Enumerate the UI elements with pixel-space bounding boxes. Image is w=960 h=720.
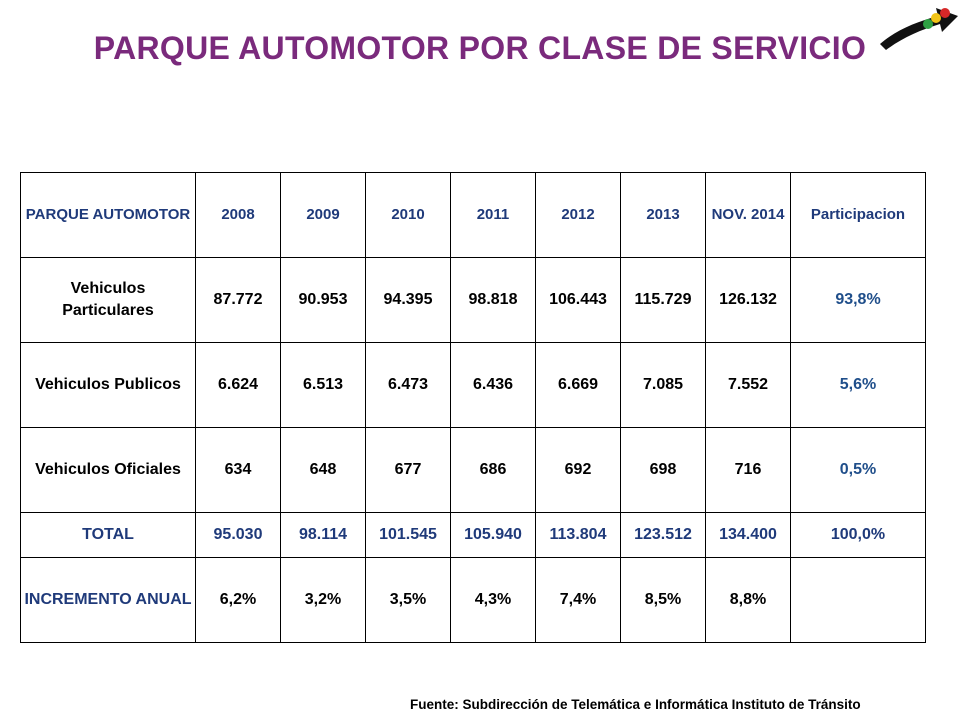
table-cell: 6.473 [365, 342, 451, 428]
column-header: Participacion [790, 172, 926, 258]
table-cell: 8,5% [620, 557, 706, 643]
table-cell: 692 [535, 427, 621, 513]
table-cell: 123.512 [620, 512, 706, 558]
total-row: TOTAL 95.030 98.114 101.545 105.940 113.… [20, 512, 926, 558]
share-cell [790, 557, 926, 643]
row-label: TOTAL [20, 512, 196, 558]
column-header: 2009 [280, 172, 366, 258]
table-cell: 686 [450, 427, 536, 513]
column-header: NOV. 2014 [705, 172, 791, 258]
table-cell: 98.818 [450, 257, 536, 343]
share-cell: 0,5% [790, 427, 926, 513]
share-cell: 100,0% [790, 512, 926, 558]
table-cell: 101.545 [365, 512, 451, 558]
table-cell: 634 [195, 427, 281, 513]
column-header: 2010 [365, 172, 451, 258]
table-cell: 7.085 [620, 342, 706, 428]
table-cell: 6.436 [450, 342, 536, 428]
table-cell: 716 [705, 427, 791, 513]
table-cell: 6.669 [535, 342, 621, 428]
traffic-light-icon [880, 8, 958, 50]
table-cell: 105.940 [450, 512, 536, 558]
page-title: PARQUE AUTOMOTOR POR CLASE DE SERVICIO [93, 30, 867, 66]
table-cell: 6.624 [195, 342, 281, 428]
table-cell: 698 [620, 427, 706, 513]
table-cell: 95.030 [195, 512, 281, 558]
table-cell: 113.804 [535, 512, 621, 558]
column-header: 2011 [450, 172, 536, 258]
table-cell: 90.953 [280, 257, 366, 343]
vehicle-fleet-table: PARQUE AUTOMOTOR 2008 2009 2010 2011 201… [20, 172, 926, 643]
row-label: INCREMENTO ANUAL [20, 557, 196, 643]
table-cell: 7,4% [535, 557, 621, 643]
table-cell: 87.772 [195, 257, 281, 343]
row-label: Vehiculos Oficiales [20, 427, 196, 513]
increment-row: INCREMENTO ANUAL 6,2% 3,2% 3,5% 4,3% 7,4… [20, 557, 926, 643]
table-row: Vehiculos Publicos 6.624 6.513 6.473 6.4… [20, 342, 926, 428]
share-cell: 5,6% [790, 342, 926, 428]
row-label: Vehiculos Publicos [20, 342, 196, 428]
column-header: PARQUE AUTOMOTOR [20, 172, 196, 258]
table-cell: 98.114 [280, 512, 366, 558]
table-header-row: PARQUE AUTOMOTOR 2008 2009 2010 2011 201… [20, 172, 926, 258]
table-cell: 126.132 [705, 257, 791, 343]
share-cell: 93,8% [790, 257, 926, 343]
table-cell: 4,3% [450, 557, 536, 643]
column-header: 2012 [535, 172, 621, 258]
source-note: Fuente: Subdirección de Telemática e Inf… [410, 697, 861, 712]
table-row: Vehiculos Oficiales 634 648 677 686 692 … [20, 427, 926, 513]
table-cell: 94.395 [365, 257, 451, 343]
table-cell: 8,8% [705, 557, 791, 643]
column-header: 2013 [620, 172, 706, 258]
row-label: Vehiculos Particulares [20, 257, 196, 343]
table-cell: 106.443 [535, 257, 621, 343]
table-cell: 115.729 [620, 257, 706, 343]
table-cell: 648 [280, 427, 366, 513]
column-header: 2008 [195, 172, 281, 258]
table-cell: 134.400 [705, 512, 791, 558]
table-cell: 6,2% [195, 557, 281, 643]
table-cell: 3,2% [280, 557, 366, 643]
table-cell: 3,5% [365, 557, 451, 643]
table-cell: 7.552 [705, 342, 791, 428]
table-cell: 677 [365, 427, 451, 513]
table-cell: 6.513 [280, 342, 366, 428]
table-row: Vehiculos Particulares 87.772 90.953 94.… [20, 257, 926, 343]
